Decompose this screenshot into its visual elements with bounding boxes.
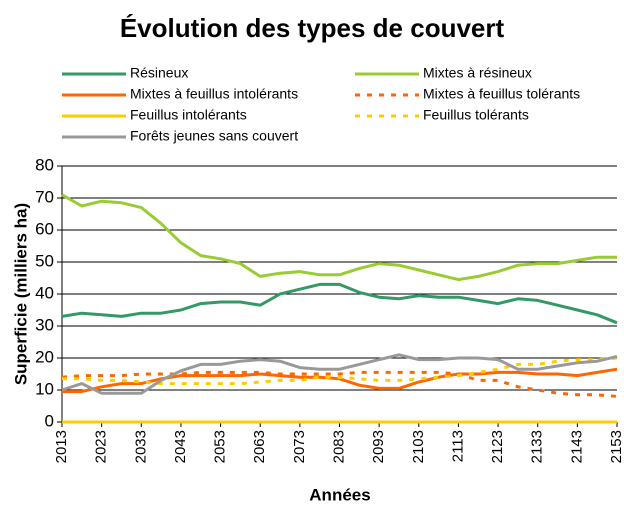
series-line — [61, 370, 618, 398]
x-tick-label: 2053 — [212, 430, 229, 463]
series-line — [61, 193, 617, 282]
y-tick-label: 0 — [45, 411, 54, 430]
x-tick-label: 2103 — [410, 430, 427, 463]
legend-label: Mixtes à feuillus tolérants — [423, 86, 580, 102]
legend-label: Mixtes à feuillus intolérants — [130, 86, 298, 102]
series-line — [61, 353, 618, 395]
x-axis-label: Années — [309, 485, 370, 504]
x-tick-label: 2093 — [370, 430, 387, 463]
y-tick-label: 10 — [35, 379, 54, 398]
y-tick-label: 20 — [35, 347, 54, 366]
x-tick-label: 2133 — [529, 430, 546, 463]
legend-label: Feuillus intolérants — [130, 107, 247, 123]
series-line — [62, 356, 618, 386]
y-tick-label: 80 — [35, 155, 54, 174]
x-tick-label: 2063 — [251, 430, 268, 463]
y-tick-label: 70 — [35, 187, 54, 206]
legend-label: Feuillus tolérants — [423, 107, 529, 123]
y-axis-label: Superficie (milliers ha) — [11, 203, 30, 385]
x-tick-label: 2143 — [568, 430, 585, 463]
x-tick-label: 2113 — [449, 430, 466, 462]
x-tick-label: 2023 — [93, 430, 110, 463]
x-tick-label: 2013 — [53, 430, 70, 463]
x-tick-label: 2073 — [291, 430, 308, 463]
legend-label: Résineux — [130, 65, 188, 81]
x-tick-label: 2153 — [608, 430, 624, 463]
series-line — [61, 282, 618, 325]
y-tick-label: 60 — [35, 219, 54, 238]
legend-label: Forêts jeunes sans couvert — [130, 128, 298, 144]
x-tick-label: 2033 — [132, 430, 149, 463]
series-line — [62, 367, 618, 394]
y-tick-label: 50 — [35, 251, 54, 270]
y-tick-label: 40 — [35, 283, 54, 302]
x-tick-label: 2083 — [330, 430, 347, 463]
legend-label: Mixtes à résineux — [423, 65, 532, 81]
x-tick-label: 2123 — [489, 430, 506, 463]
y-tick-label: 30 — [35, 315, 54, 334]
chart-title: Évolution des types de couvert — [120, 13, 505, 43]
x-tick-label: 2043 — [172, 430, 189, 463]
